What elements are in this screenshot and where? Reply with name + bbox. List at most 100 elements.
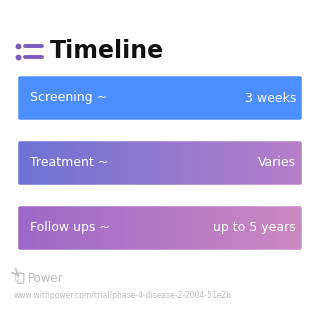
Bar: [50, 70, 51, 126]
Bar: [86, 135, 88, 191]
Bar: [53, 70, 55, 126]
Bar: [33, 200, 35, 256]
Bar: [112, 200, 114, 256]
Bar: [125, 135, 127, 191]
Bar: [284, 200, 286, 256]
Bar: [69, 200, 71, 256]
Bar: [237, 70, 239, 126]
Bar: [34, 70, 36, 126]
Bar: [150, 70, 152, 126]
Text: Screening ~: Screening ~: [30, 92, 107, 105]
Bar: [270, 200, 272, 256]
Bar: [122, 70, 123, 126]
Text: ␧: ␧: [16, 271, 23, 284]
Bar: [281, 135, 283, 191]
Bar: [22, 135, 24, 191]
Bar: [195, 200, 196, 256]
Bar: [135, 135, 137, 191]
Bar: [244, 135, 246, 191]
Bar: [65, 200, 67, 256]
Bar: [103, 200, 105, 256]
Bar: [138, 70, 140, 126]
Bar: [299, 135, 301, 191]
Bar: [157, 200, 159, 256]
Bar: [267, 200, 268, 256]
Bar: [303, 200, 305, 256]
Bar: [124, 135, 126, 191]
Bar: [115, 70, 116, 126]
Bar: [222, 70, 224, 126]
Bar: [161, 200, 163, 256]
Bar: [34, 135, 36, 191]
Bar: [65, 135, 67, 191]
Bar: [303, 135, 305, 191]
Bar: [218, 200, 220, 256]
Bar: [124, 135, 125, 191]
Bar: [22, 200, 24, 256]
Bar: [45, 200, 47, 256]
Bar: [185, 135, 187, 191]
Bar: [110, 135, 111, 191]
Bar: [242, 70, 244, 126]
Text: up to 5 years: up to 5 years: [213, 221, 296, 234]
Bar: [241, 200, 243, 256]
Bar: [260, 135, 261, 191]
Bar: [16, 135, 18, 191]
Bar: [132, 135, 134, 191]
Bar: [296, 200, 298, 256]
Bar: [247, 135, 249, 191]
Bar: [267, 135, 268, 191]
Bar: [52, 200, 53, 256]
Bar: [47, 200, 49, 256]
Bar: [64, 70, 66, 126]
Bar: [91, 70, 93, 126]
Bar: [85, 135, 87, 191]
Bar: [286, 70, 288, 126]
Bar: [259, 70, 260, 126]
Bar: [50, 135, 51, 191]
Bar: [248, 135, 250, 191]
Bar: [82, 70, 84, 126]
Bar: [283, 200, 285, 256]
Bar: [107, 135, 108, 191]
Bar: [192, 200, 193, 256]
Bar: [111, 200, 112, 256]
Bar: [88, 70, 90, 126]
Bar: [116, 70, 117, 126]
Bar: [44, 70, 45, 126]
Bar: [195, 70, 196, 126]
Bar: [27, 200, 28, 256]
Bar: [60, 200, 62, 256]
Bar: [260, 135, 262, 191]
Bar: [268, 200, 270, 256]
Bar: [99, 200, 100, 256]
Bar: [115, 135, 116, 191]
Bar: [95, 70, 97, 126]
Bar: [203, 135, 204, 191]
Bar: [151, 200, 153, 256]
Bar: [33, 135, 35, 191]
Bar: [199, 70, 201, 126]
Bar: [122, 200, 123, 256]
Bar: [200, 70, 202, 126]
Bar: [49, 200, 50, 256]
Bar: [243, 135, 245, 191]
Bar: [96, 70, 98, 126]
Bar: [112, 70, 114, 126]
Bar: [74, 200, 76, 256]
Bar: [78, 70, 80, 126]
Bar: [69, 135, 71, 191]
Bar: [26, 135, 28, 191]
Bar: [55, 135, 57, 191]
Bar: [293, 200, 295, 256]
Bar: [226, 70, 228, 126]
Bar: [275, 200, 276, 256]
Bar: [268, 70, 270, 126]
Bar: [218, 135, 220, 191]
Bar: [84, 135, 86, 191]
Text: ⬡: ⬡: [14, 271, 26, 285]
Bar: [56, 200, 58, 256]
Bar: [142, 70, 144, 126]
Bar: [232, 70, 234, 126]
Bar: [14, 200, 16, 256]
